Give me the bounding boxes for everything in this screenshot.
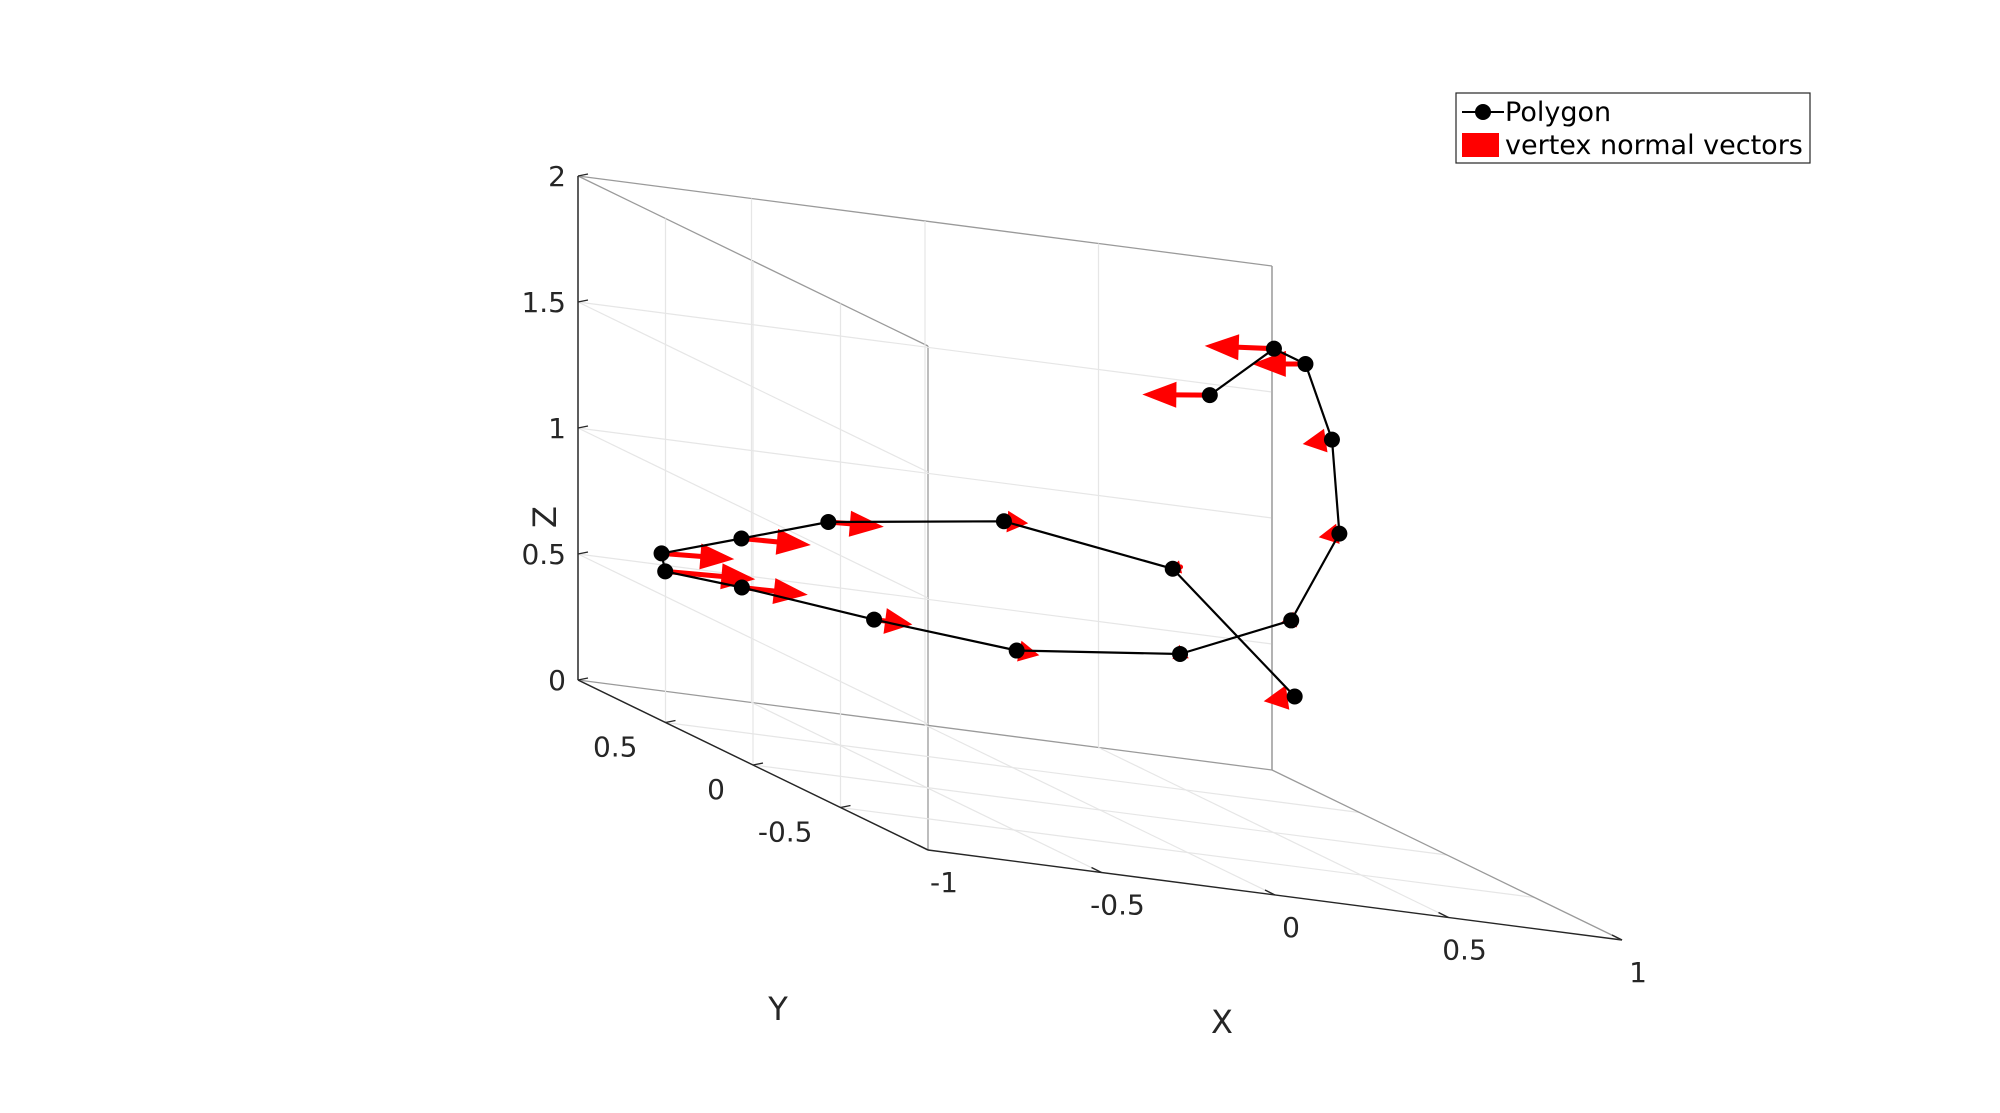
x-tick-mark <box>1264 889 1276 896</box>
arrow-head <box>1302 428 1328 453</box>
x-tick-label: 0.5 <box>1442 934 1487 967</box>
polygon-vertex <box>820 513 837 530</box>
polygon-vertex <box>1008 642 1025 659</box>
x-tick-label: 0 <box>1282 911 1300 944</box>
polygon-vertex <box>866 611 883 628</box>
x-tick-label: 1 <box>1629 956 1647 989</box>
polygon-vertex <box>1164 560 1181 577</box>
polygon-vertex <box>657 563 674 580</box>
z-tick-mark <box>577 551 589 555</box>
polygon-vertex <box>1265 340 1282 357</box>
arrow-head <box>1142 381 1177 408</box>
arrow-head <box>775 528 811 555</box>
arrow-head <box>1251 350 1286 377</box>
grid-line-z <box>577 301 1273 393</box>
polygon-vertex <box>1323 431 1340 448</box>
grid-line-z <box>577 301 929 473</box>
grid-lines <box>577 198 1535 919</box>
polygon-vertex <box>1331 525 1348 542</box>
grid-line-y <box>840 806 1535 899</box>
arrow-head <box>1006 510 1029 533</box>
x-tick-mark <box>917 844 929 851</box>
y-tick-label: 0.5 <box>593 731 638 764</box>
polygon-vertex <box>733 530 750 547</box>
z-tick-label: 1.5 <box>521 286 566 319</box>
arrow-head <box>848 510 884 537</box>
legend-box <box>1455 92 1811 164</box>
arrow-head <box>720 563 756 590</box>
tick-labels: -1 -0.5 0 0.5 1 -0.5 0 0.5 0 0.5 1 1.5 2 <box>521 160 1646 989</box>
x-tick-label: -1 <box>930 866 958 899</box>
x-tick-mark <box>1438 911 1449 919</box>
polygon-vertex <box>1283 612 1300 629</box>
x-tick-label: -0.5 <box>1090 889 1145 922</box>
z-tick-mark <box>577 677 589 681</box>
box-edge <box>1271 769 1623 941</box>
legend-polygon-marker <box>1475 104 1491 120</box>
normal-vector-arrow <box>662 563 756 590</box>
arrow-shaft <box>662 568 724 579</box>
z-tick-mark <box>577 299 589 303</box>
x-axis-label: X <box>1211 1003 1233 1041</box>
y-tick-label: -0.5 <box>758 816 813 849</box>
z-tick-mark <box>577 425 589 429</box>
grid-line-z <box>577 427 1273 519</box>
legend-vectors-swatch <box>1462 133 1499 157</box>
z-tick-label: 2 <box>548 160 566 193</box>
polygon-vertex <box>1201 387 1218 404</box>
grid-line-z <box>577 553 1273 645</box>
z-tick-mark <box>577 173 589 177</box>
arrow-head <box>883 608 913 634</box>
polygon-vertex <box>653 545 670 562</box>
y-tick-mark <box>752 762 764 766</box>
y-tick-mark <box>665 719 676 724</box>
grid-line-y <box>665 721 1360 814</box>
polygon-vertex <box>1286 688 1303 705</box>
z-tick-label: 0.5 <box>521 538 566 571</box>
z-tick-label: 0 <box>548 664 566 697</box>
legend-polygon-label: Polygon <box>1505 97 1611 128</box>
polygon-vertex <box>733 579 750 596</box>
polygon-series <box>653 340 1348 705</box>
y-axis-label: Y <box>767 990 788 1028</box>
polygon-vertex <box>1172 645 1189 662</box>
legend-vectors-label: vertex normal vectors <box>1505 130 1803 161</box>
y-tick-mark <box>840 804 851 809</box>
x-tick-mark <box>1611 934 1623 941</box>
legend: Polygon vertex normal vectors <box>1455 92 1811 164</box>
y-tick-label: 0 <box>707 773 725 806</box>
z-tick-label: 1 <box>548 412 566 445</box>
axis-labels: X Y Z <box>526 506 1233 1041</box>
polygon-vertex <box>995 513 1012 530</box>
grid-line-y <box>752 764 1448 856</box>
grid-line-z <box>577 427 929 599</box>
arrow-head <box>699 543 735 570</box>
x-tick-mark <box>1091 866 1102 874</box>
grid-line-z <box>577 553 929 725</box>
polygon-vertex <box>1297 355 1314 372</box>
z-axis-label: Z <box>526 506 564 528</box>
arrow-head <box>1263 685 1290 710</box>
arrow-head <box>1204 334 1240 361</box>
